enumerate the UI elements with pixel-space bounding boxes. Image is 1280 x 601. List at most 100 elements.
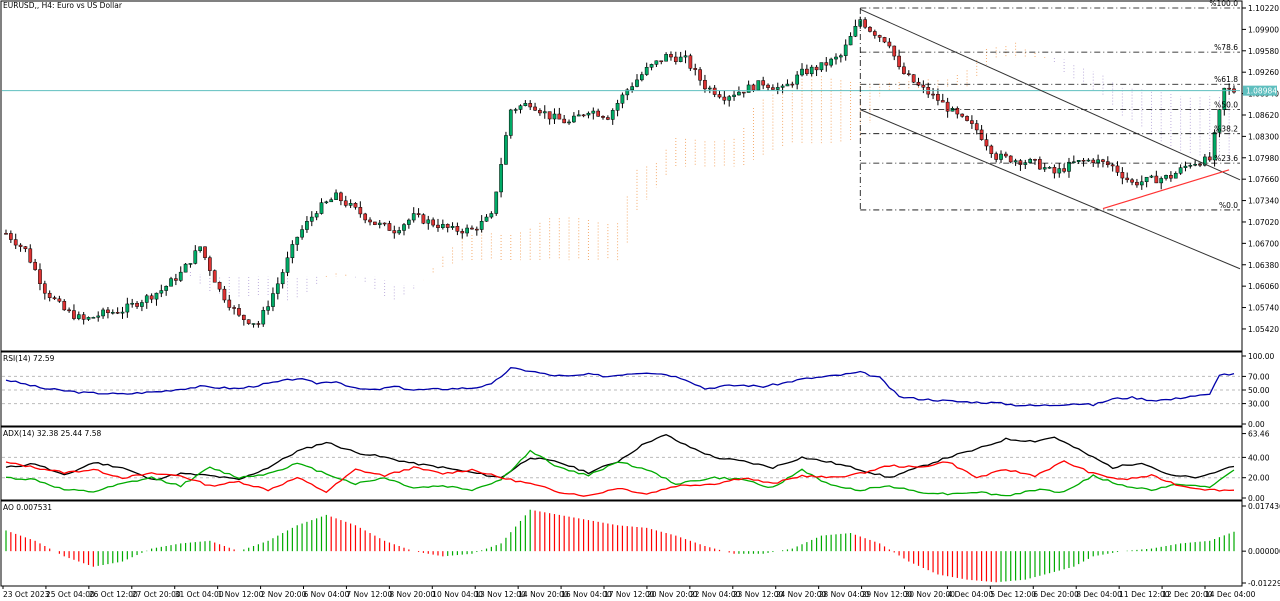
candle-body	[1091, 159, 1096, 163]
time-tick-label: 29 Nov 12:00	[862, 590, 913, 599]
price-tick-label: 1.05740	[1248, 304, 1279, 313]
time-tick-label: 5 Dec 12:00	[990, 590, 1036, 599]
candle-body	[164, 285, 169, 291]
candle-body	[397, 230, 402, 234]
candle-body	[965, 116, 969, 121]
price-tick-label: 1.06060	[1248, 282, 1279, 291]
candle-body	[47, 292, 52, 298]
candle-body	[848, 36, 853, 46]
candle-body	[970, 120, 974, 124]
candle-body	[319, 202, 324, 214]
candle-body	[581, 114, 586, 117]
candle-body	[887, 41, 892, 47]
candle-body	[1173, 173, 1178, 179]
candle-body	[130, 302, 135, 305]
candle-body	[18, 244, 23, 247]
candle-body	[125, 303, 130, 313]
candle-body	[169, 278, 173, 287]
candle-body	[547, 111, 552, 120]
price-tick-label: 1.09900	[1248, 25, 1279, 34]
candle-body	[305, 221, 309, 230]
candle-body	[33, 261, 37, 270]
candle-body	[916, 81, 921, 86]
candle-body	[38, 269, 42, 284]
candle-body	[42, 283, 47, 294]
candle-body	[931, 93, 935, 96]
candle-body	[377, 222, 382, 225]
candle-body	[960, 113, 965, 117]
ao-pane[interactable]: 0.017436 0.000000 -0.012290 AO 0.007531	[0, 500, 1280, 588]
candle-body	[67, 309, 71, 312]
time-tick-label: 8 Dec 04:00	[1076, 590, 1122, 599]
time-tick-label: 26 Oct 12:00	[89, 590, 138, 599]
candle-body	[407, 219, 411, 225]
candle-body	[606, 117, 610, 120]
candle-body	[1004, 153, 1008, 157]
trend-channel	[860, 8, 1241, 270]
candle-body	[940, 100, 945, 103]
candle-body	[174, 278, 178, 281]
time-tick-label: 23 Oct 2023	[3, 590, 50, 599]
candle-body	[135, 302, 139, 307]
candle-body	[445, 224, 450, 228]
candle-body	[1028, 159, 1032, 163]
candle-body	[373, 221, 377, 225]
candle-body	[572, 115, 576, 123]
candle-body	[906, 73, 911, 75]
candle-body	[1149, 175, 1154, 178]
candle-body	[402, 224, 406, 231]
candle-body	[872, 31, 877, 36]
candle-body	[1198, 163, 1202, 166]
candle-body	[241, 314, 246, 320]
candle-body	[212, 270, 217, 283]
candle-body	[664, 54, 668, 62]
price-tick-label: 1.08300	[1248, 132, 1279, 141]
candle-body	[329, 199, 334, 203]
candle-body	[1212, 132, 1217, 161]
candle-body	[1159, 178, 1164, 184]
candle-body	[1120, 172, 1125, 179]
time-tick-label: 22 Nov 04:00	[690, 590, 741, 599]
candle-body	[106, 309, 110, 314]
candle-body	[1188, 165, 1193, 167]
price-tick-label: 1.07340	[1248, 197, 1279, 206]
candle-body	[450, 226, 455, 228]
candle-body	[615, 103, 620, 111]
candle-body	[76, 314, 81, 319]
price-tick-label: 1.09580	[1248, 47, 1279, 56]
candle-body	[154, 292, 159, 300]
candle-body	[309, 216, 314, 222]
candle-body	[343, 200, 348, 206]
candle-body	[1130, 179, 1134, 183]
candle-body	[178, 271, 183, 281]
adx-series-line	[5, 449, 1235, 497]
candle-body	[853, 26, 858, 37]
candle-body	[353, 203, 358, 208]
candle-body	[1076, 159, 1081, 162]
rsi-pane[interactable]: 100.00 70.00 50.00 30.00 0.00 RSI(14) 72.59	[0, 351, 1274, 429]
candle-body	[805, 68, 809, 75]
candle-body	[698, 69, 702, 81]
candle-body	[261, 310, 266, 325]
time-tick-label: 12 Dec 20:00	[1162, 590, 1213, 599]
candle-body	[411, 213, 416, 221]
candle-body	[659, 60, 664, 63]
adx-pane[interactable]: 63.46 40.00 20.00 0.00 ADX(14) 32.38 25.44 …	[0, 426, 1270, 503]
rsi-tick-label: 100.00	[1248, 352, 1274, 361]
price-axis: 1.102201.099001.095801.092601.089401.086…	[1242, 4, 1279, 334]
candle-body	[1018, 160, 1023, 165]
candle-body	[465, 227, 469, 234]
candle-body	[683, 55, 688, 58]
price-pane[interactable]: %100.0 %78.6 %61.8 %50.0 %38.2 %23.6 %0.0 1.10…	[0, 0, 1279, 352]
candle-body	[188, 263, 193, 265]
candle-body	[955, 108, 960, 115]
candle-body	[217, 281, 222, 290]
candle-body	[1183, 165, 1188, 168]
candle-body	[596, 110, 601, 117]
candle-body	[193, 250, 198, 264]
fib-level-label: %50.0	[1214, 101, 1238, 110]
candle-body	[1207, 156, 1212, 161]
candle-body	[237, 308, 241, 316]
candle-body	[1008, 155, 1013, 163]
adx-lines	[5, 434, 1235, 497]
